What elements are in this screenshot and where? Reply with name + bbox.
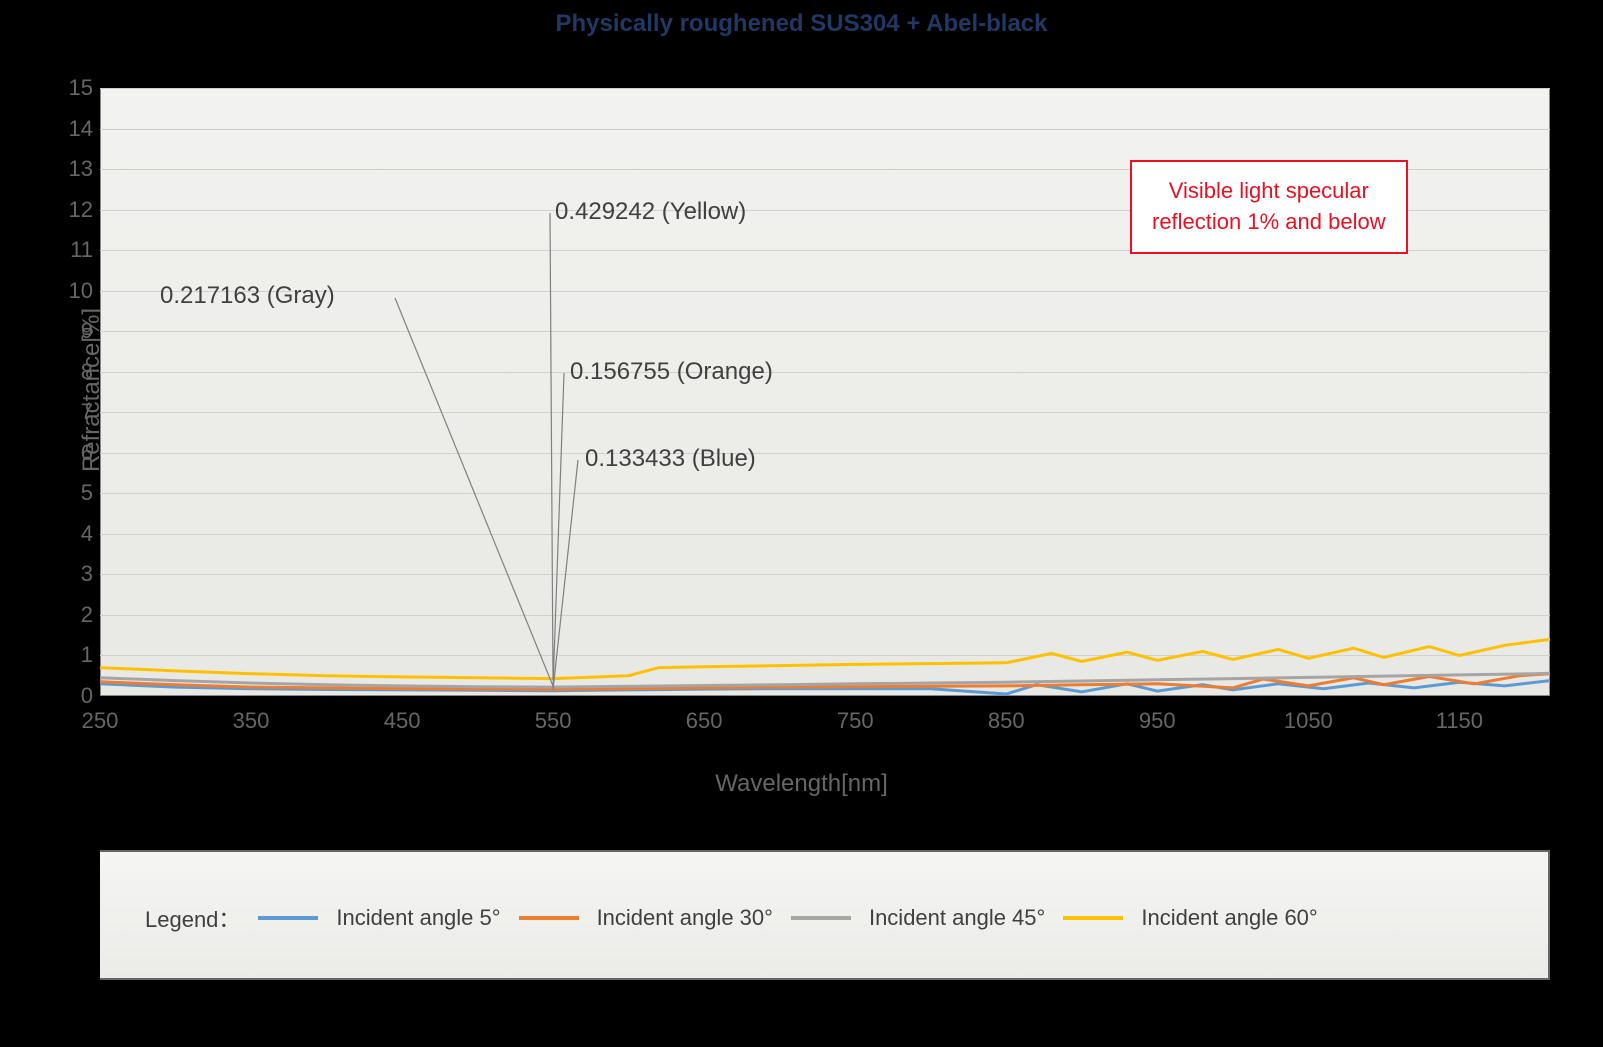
grid-line (100, 534, 1550, 535)
legend-box: Legend： Incident angle 5° Incident angle … (100, 850, 1550, 980)
grid-line (100, 412, 1550, 413)
legend-label: Legend： (145, 902, 240, 934)
y-tick-label: 6 (38, 440, 93, 466)
y-tick-label: 15 (38, 75, 93, 101)
grid-line (100, 453, 1550, 454)
legend-swatch (791, 916, 851, 920)
legend-swatch (1063, 916, 1123, 920)
y-tick-label: 7 (38, 399, 93, 425)
callout-line2: reflection 1% and below (1152, 209, 1386, 234)
callout-box: Visible light specular reflection 1% and… (1130, 160, 1408, 254)
legend-item-label: Incident angle 45° (869, 905, 1045, 931)
x-tick-label: 1150 (1436, 708, 1483, 734)
y-tick-label: 10 (38, 278, 93, 304)
y-tick-label: 3 (38, 561, 93, 587)
grid-line (100, 574, 1550, 575)
annotation-label: 0.217163 (Gray) (160, 282, 335, 310)
y-tick-label: 8 (38, 359, 93, 385)
callout-line1: Visible light specular (1169, 178, 1369, 203)
annotation-label: 0.429242 (Yellow) (555, 198, 746, 226)
x-tick-label: 650 (686, 708, 723, 734)
chart-title: Physically roughened SUS304 + Abel-black (0, 10, 1603, 38)
y-tick-label: 2 (38, 602, 93, 628)
y-tick-label: 4 (38, 521, 93, 547)
x-tick-label: 950 (1139, 708, 1176, 734)
legend-item-label: Incident angle 5° (336, 905, 500, 931)
y-tick-label: 13 (38, 156, 93, 182)
x-tick-label: 250 (82, 708, 119, 734)
legend-swatch (258, 916, 318, 920)
grid-line (100, 331, 1550, 332)
grid-line (100, 372, 1550, 373)
x-tick-label: 550 (535, 708, 572, 734)
legend-item-label: Incident angle 30° (597, 905, 773, 931)
x-tick-label: 750 (837, 708, 874, 734)
y-tick-label: 5 (38, 480, 93, 506)
x-tick-label: 450 (384, 708, 421, 734)
legend-swatch (519, 916, 579, 920)
annotation-label: 0.133433 (Blue) (585, 445, 756, 473)
grid-line (100, 493, 1550, 494)
legend-item-label: Incident angle 60° (1141, 905, 1317, 931)
x-tick-label: 850 (988, 708, 1025, 734)
grid-line (100, 615, 1550, 616)
legend-content: Legend： Incident angle 5° Incident angle … (145, 902, 1318, 934)
annotation-label: 0.156755 (Orange) (570, 358, 773, 386)
y-tick-label: 12 (38, 197, 93, 223)
x-axis-label: Wavelength[nm] (0, 770, 1603, 798)
y-tick-label: 14 (38, 116, 93, 142)
grid-line (100, 88, 1550, 89)
y-tick-label: 1 (38, 642, 93, 668)
chart-container: Physically roughened SUS304 + Abel-black… (0, 0, 1603, 1047)
y-tick-label: 0 (38, 683, 93, 709)
y-tick-label: 9 (38, 318, 93, 344)
y-tick-label: 11 (38, 237, 93, 263)
grid-line (100, 655, 1550, 656)
x-tick-label: 1050 (1284, 708, 1333, 734)
x-tick-label: 350 (233, 708, 270, 734)
grid-line (100, 129, 1550, 130)
